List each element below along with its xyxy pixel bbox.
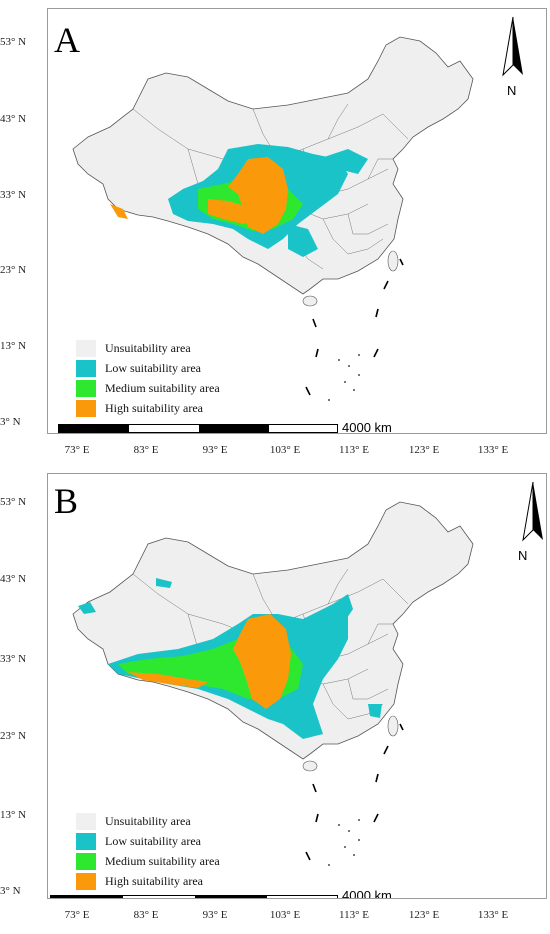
north-arrow-icon	[502, 16, 523, 77]
lon-tick-label: 113° E	[339, 909, 369, 921]
map-frame: Unsuitability area Low suitability area …	[47, 8, 547, 434]
lat-tick-label: 3° N	[0, 416, 21, 428]
lon-tick-label: 103° E	[269, 909, 301, 921]
lat-tick-label: 23° N	[0, 264, 27, 276]
legend-label: High suitability area	[105, 874, 203, 888]
map-panel-b: Unsuitability area Low suitability area …	[0, 465, 550, 927]
legend-swatch	[76, 400, 96, 417]
lon-tick-label: 133° E	[477, 909, 509, 921]
suitability-zones	[78, 578, 382, 739]
china-map	[72, 501, 474, 866]
lat-tick-label: 43° N	[0, 113, 27, 125]
lat-tick-label: 13° N	[0, 340, 27, 352]
legend-swatch	[76, 380, 96, 397]
lon-tick-label: 93° E	[202, 444, 228, 456]
scale-label: 4000 km	[342, 888, 392, 899]
legend-label: Unsuitability area	[105, 814, 191, 828]
scale-bar	[58, 424, 338, 433]
scattered-islets	[328, 354, 360, 401]
lat-tick-label: 53° N	[0, 36, 27, 48]
lon-tick-label: 123° E	[408, 909, 440, 921]
nine-dash-line	[305, 258, 404, 396]
islands	[302, 250, 399, 307]
north-label: N	[507, 83, 517, 98]
north-arrow-icon	[522, 481, 543, 542]
lat-tick-label: 33° N	[0, 653, 27, 665]
legend-swatch	[76, 873, 96, 890]
nine-dash-line	[305, 723, 404, 861]
legend-swatch	[76, 340, 96, 357]
legend-label: Low suitability area	[105, 834, 201, 848]
lon-tick-label: 123° E	[408, 444, 440, 456]
legend-swatch	[76, 813, 96, 830]
panel-letter: B	[54, 481, 79, 521]
lat-tick-label: 3° N	[0, 885, 21, 897]
lon-tick-label: 133° E	[477, 444, 509, 456]
lat-tick-label: 43° N	[0, 573, 27, 585]
lon-tick-label: 73° E	[64, 909, 90, 921]
suitability-zones	[110, 144, 368, 257]
north-label: N	[518, 548, 528, 563]
lon-tick-label: 83° E	[133, 444, 159, 456]
lon-tick-label: 113° E	[339, 444, 369, 456]
lon-tick-label: 93° E	[202, 909, 228, 921]
scale-bar	[50, 895, 338, 898]
legend-label: High suitability area	[105, 401, 203, 415]
panel-letter: A	[54, 20, 80, 60]
map-frame: Unsuitability area Low suitability area …	[47, 473, 547, 899]
china-map	[72, 36, 474, 401]
lat-tick-label: 33° N	[0, 189, 27, 201]
legend-label: Medium suitability area	[105, 381, 220, 395]
islands	[302, 715, 399, 772]
lon-tick-label: 73° E	[64, 444, 90, 456]
legend-label: Low suitability area	[105, 361, 201, 375]
map-panel-a: Unsuitability area Low suitability area …	[0, 0, 550, 462]
scale-label: 4000 km	[342, 420, 392, 434]
lat-tick-label: 53° N	[0, 496, 27, 508]
lat-tick-label: 13° N	[0, 809, 27, 821]
lon-tick-label: 83° E	[133, 909, 159, 921]
scattered-islets	[328, 819, 360, 866]
legend-label: Unsuitability area	[105, 341, 191, 355]
lat-tick-label: 23° N	[0, 730, 27, 742]
legend-swatch	[76, 360, 96, 377]
lon-tick-label: 103° E	[269, 444, 301, 456]
legend-swatch	[76, 833, 96, 850]
legend-swatch	[76, 853, 96, 870]
legend-label: Medium suitability area	[105, 854, 220, 868]
